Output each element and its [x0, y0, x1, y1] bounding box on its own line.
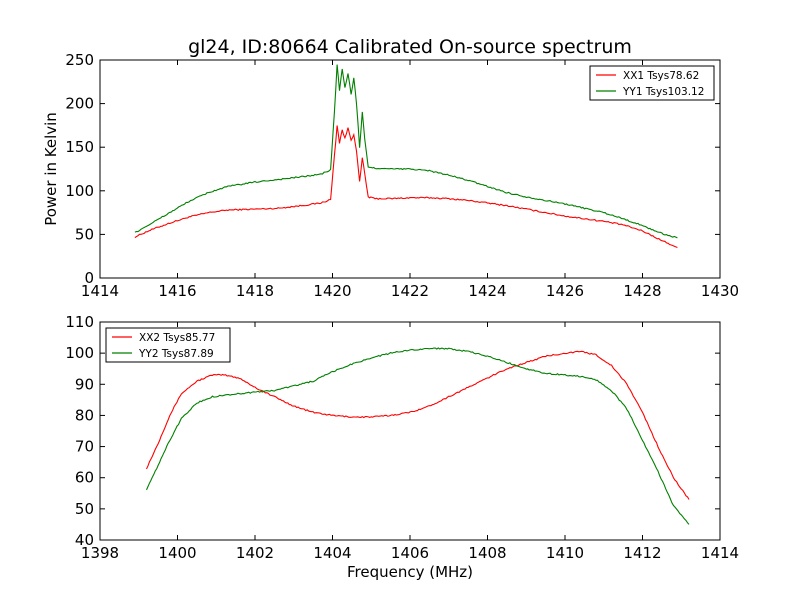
x-tick-label: 1398 [81, 544, 119, 562]
legend: XX1 Tsys78.62 YY1 Tsys103.12 [589, 65, 715, 101]
plot-1: 1414 1416 1418 1420 1422 1424 1426 1428 1430 0 50 1… [42, 51, 739, 300]
x-axis-label: Frequency (MHz) [347, 563, 473, 581]
x-tick-label: 1412 [623, 544, 661, 562]
plots: 1414 1416 1418 1420 1422 1424 1426 1428 14300501… [42, 51, 739, 581]
legend-box [105, 327, 231, 363]
x-tick-label: 1400 [158, 544, 196, 562]
y-tick-label: 50 [75, 500, 94, 518]
y-tick-label: 250 [65, 51, 94, 69]
y-tick-label: 90 [75, 375, 94, 393]
x-tick-label: 1418 [236, 282, 274, 300]
x-tick-label: 1408 [468, 544, 506, 562]
y-tick-label: 100 [65, 182, 94, 200]
plot-2: 1398 1400 1402 1404 1406 1408 1410 1412 1414 40 50… [65, 313, 739, 581]
x-tick-label: 1416 [158, 282, 196, 300]
y-tick-label: 150 [65, 138, 94, 156]
x-tick-label: 1406 [391, 544, 429, 562]
legend-entry: YY2 Tsys87.89 [138, 348, 214, 360]
y-tick-label: 100 [65, 344, 94, 362]
figure-title: gl24, ID:80664 Calibrated On-source spec… [188, 36, 632, 58]
x-tick-label: 1422 [391, 282, 429, 300]
legend-entry: XX2 Tsys85.77 [139, 332, 215, 344]
legend: XX2 Tsys85.77 YY2 Tsys87.89 [105, 327, 231, 363]
legend-box [589, 65, 715, 101]
x-tick-label: 1426 [546, 282, 584, 300]
x-tick-label: 1402 [236, 544, 274, 562]
y-tick-label: 0 [84, 269, 94, 287]
y-tick-label: 60 [75, 469, 94, 487]
legend-entry: YY1 Tsys103.12 [622, 86, 704, 98]
series-line-1 [134, 125, 678, 249]
x-tick-label: 1404 [313, 544, 351, 562]
y-tick-label: 80 [75, 406, 94, 424]
x-tick-label: 1424 [468, 282, 506, 300]
legend-entry: XX1 Tsys78.62 [623, 70, 699, 82]
y-tick-label: 200 [65, 95, 94, 113]
y-tick-label: 40 [75, 531, 94, 549]
x-tick-label: 1414 [81, 282, 119, 300]
y-tick-label: 110 [65, 313, 94, 331]
series-line-2 [145, 347, 690, 525]
x-tick-label: 1414 [701, 544, 739, 562]
x-tick-label: 1428 [623, 282, 661, 300]
x-tick-label: 1420 [313, 282, 351, 300]
series-line-1 [146, 350, 690, 500]
series-line-2 [134, 64, 678, 239]
x-tick-label: 1430 [701, 282, 739, 300]
y-tick-label: 70 [75, 438, 94, 456]
y-axis-label: Power in Kelvin [42, 112, 60, 226]
y-tick-label: 50 [75, 225, 94, 243]
x-tick-label: 1410 [546, 544, 584, 562]
